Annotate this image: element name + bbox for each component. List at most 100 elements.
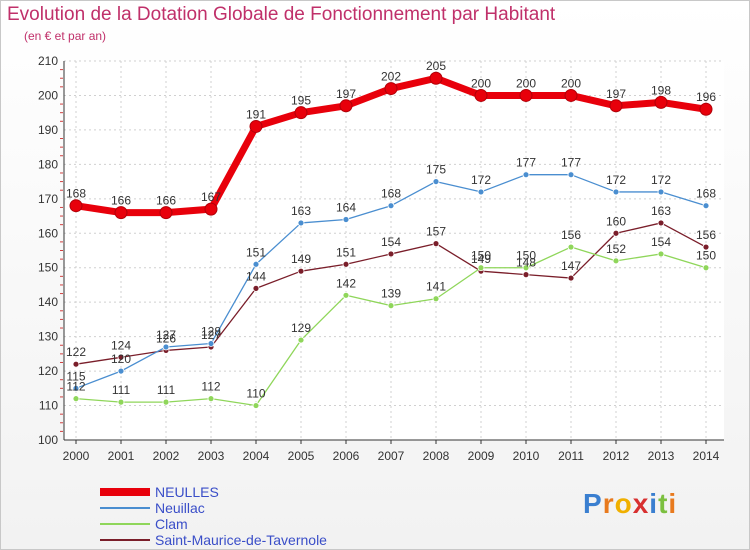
data-point	[252, 402, 260, 409]
y-tick-label: 210	[38, 54, 58, 68]
data-point	[159, 206, 173, 220]
data-point	[567, 171, 575, 179]
data-label: 166	[111, 194, 131, 208]
data-point	[612, 257, 620, 265]
chart-legend: NEULLES Neuillac Clam Saint-Maurice-de-Tave…	[100, 484, 400, 548]
line-chart: 100 110 120 130 140 150 160 170 180 190 200 210 2000…	[38, 54, 724, 463]
data-label: 141	[426, 280, 446, 294]
data-label: 151	[336, 245, 356, 259]
data-point	[612, 188, 620, 196]
data-label: 127	[201, 328, 221, 342]
legend-item: Saint-Maurice-de-Tavernole	[100, 532, 400, 548]
plot-area	[64, 61, 724, 440]
data-label: 202	[381, 70, 401, 84]
data-point	[69, 199, 83, 213]
proxiti-logo: Proxiti	[583, 488, 677, 520]
data-label: 163	[291, 204, 311, 218]
data-point	[342, 216, 350, 223]
legend-swatch	[100, 523, 150, 525]
data-label: 149	[471, 252, 491, 266]
data-label: 152	[606, 242, 626, 256]
data-label: 175	[426, 163, 446, 177]
data-point	[522, 271, 530, 279]
legend-item: NEULLES	[100, 484, 400, 500]
y-tick-label: 200	[38, 88, 58, 102]
data-point	[387, 202, 395, 210]
data-label: 160	[606, 214, 626, 228]
data-label: 148	[516, 256, 536, 270]
data-point	[702, 243, 710, 251]
data-label: 164	[336, 200, 356, 214]
data-point	[522, 264, 530, 272]
data-point	[204, 202, 218, 216]
x-tick-label: 2009	[468, 449, 495, 463]
data-label: 112	[66, 380, 85, 394]
data-point	[387, 250, 395, 258]
y-tick-label: 110	[39, 399, 58, 413]
data-label: 197	[606, 87, 626, 101]
legend-swatch	[100, 488, 150, 496]
x-tick-label: 2000	[63, 449, 90, 463]
x-tick-label: 2011	[558, 449, 584, 463]
x-tick-label: 2010	[513, 449, 540, 463]
logo-letter: i	[668, 488, 678, 519]
x-tick-label: 2002	[153, 449, 180, 463]
data-label: 166	[156, 194, 176, 208]
data-label: 124	[111, 338, 131, 352]
legend-swatch	[100, 539, 150, 541]
data-label: 172	[606, 173, 626, 187]
data-label: 122	[66, 345, 86, 359]
x-tick-label: 2004	[243, 449, 270, 463]
data-label: 177	[516, 156, 536, 170]
data-point	[657, 188, 665, 196]
y-tick-label: 150	[38, 261, 58, 275]
data-point	[567, 243, 575, 251]
y-tick-label: 140	[38, 295, 58, 309]
data-label: 150	[471, 249, 491, 263]
data-point	[474, 88, 488, 102]
data-label: 151	[246, 245, 266, 259]
data-point	[297, 336, 305, 344]
data-label: 177	[561, 156, 581, 170]
data-point	[567, 274, 575, 282]
data-label: 168	[66, 187, 86, 201]
legend-label: NEULLES	[155, 484, 219, 500]
data-point	[117, 367, 125, 375]
data-label: 200	[516, 76, 536, 90]
data-point	[207, 340, 215, 347]
logo-letter: t	[658, 488, 669, 519]
x-tick-label: 2014	[693, 449, 720, 463]
data-point	[117, 353, 125, 361]
data-label: 112	[201, 380, 220, 394]
data-label: 196	[696, 90, 716, 104]
logo-letter: P	[583, 488, 603, 519]
legend-label: Clam	[155, 516, 188, 532]
chart-title: Evolution de la Dotation Globale de Fonc…	[7, 4, 556, 25]
legend-label: Neuillac	[155, 500, 205, 516]
logo-letter: o	[614, 488, 633, 519]
data-label: 144	[246, 269, 266, 283]
data-point	[432, 240, 440, 248]
x-tick-label: 2005	[288, 449, 315, 463]
data-point	[162, 343, 170, 351]
data-point	[477, 264, 485, 272]
data-point	[702, 264, 710, 272]
data-point	[477, 188, 485, 196]
y-tick-label: 170	[38, 192, 58, 206]
data-label: 128	[201, 325, 221, 339]
data-label: 111	[157, 383, 176, 397]
data-label: 115	[66, 369, 85, 383]
data-label: 120	[111, 352, 131, 366]
data-point	[249, 119, 263, 133]
data-point	[339, 99, 353, 113]
legend-item: Neuillac	[100, 500, 400, 516]
data-label: 172	[651, 173, 671, 187]
y-tick-label: 130	[38, 330, 58, 344]
data-label: 200	[471, 76, 491, 90]
data-point	[252, 260, 260, 268]
data-label: 126	[156, 331, 176, 345]
legend-item: Clam	[100, 516, 400, 532]
data-point	[342, 260, 350, 268]
data-label: 205	[426, 59, 446, 73]
x-tick-label: 2008	[423, 449, 450, 463]
